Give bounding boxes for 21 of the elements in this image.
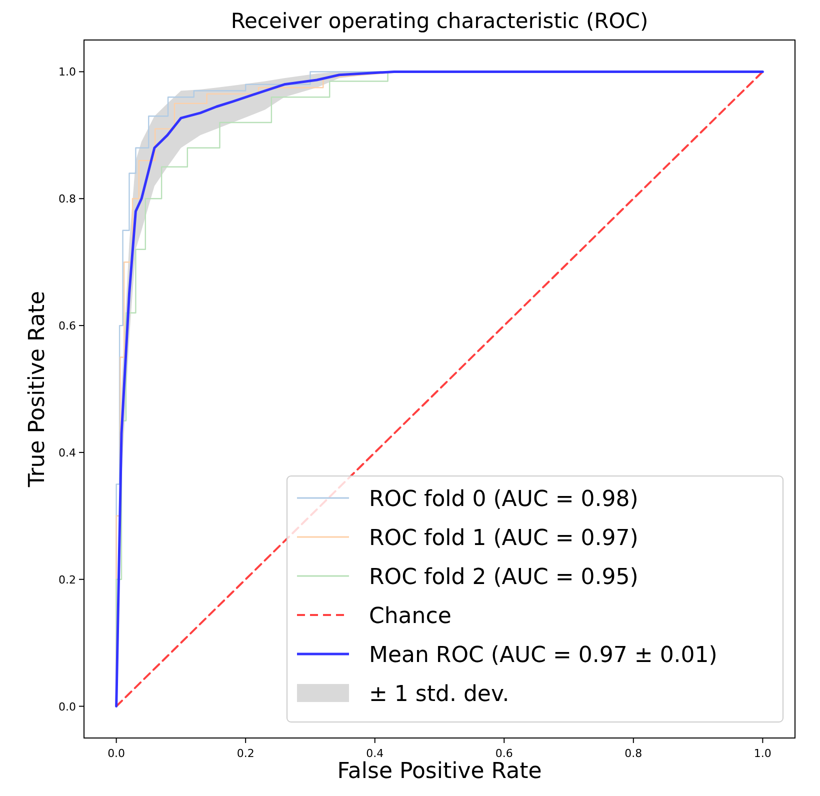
y-tick-label: 1.0 [58, 66, 76, 79]
y-axis-title: True Positive Rate [25, 291, 50, 488]
x-tick-label: 0.8 [624, 747, 642, 760]
y-tick-label: 0.0 [58, 700, 76, 714]
chart-title: Receiver operating characteristic (ROC) [230, 9, 648, 33]
legend-label: ROC fold 1 (AUC = 0.97) [369, 526, 638, 551]
x-tick-label: 0.0 [108, 747, 126, 760]
legend-label: ROC fold 0 (AUC = 0.98) [369, 487, 638, 512]
x-tick-label: 0.6 [495, 747, 513, 760]
legend-label: ROC fold 2 (AUC = 0.95) [369, 565, 638, 590]
x-axis-title: False Positive Rate [337, 759, 542, 784]
annotation: ± 1 std. dev. [369, 682, 510, 707]
legend-label: Chance [369, 604, 452, 629]
x-tick-label: 0.2 [236, 747, 254, 760]
x-tick-label: 1.0 [754, 747, 772, 760]
y-tick-label: 0.8 [58, 192, 76, 206]
y-tick-label: 0.4 [58, 446, 76, 460]
x-tick-label: 0.4 [366, 747, 384, 760]
legend-label: Mean ROC (AUC = 0.97 ± 0.01) [369, 643, 718, 668]
y-tick-label: 0.2 [58, 573, 76, 586]
y-tick-label: 0.6 [58, 320, 76, 333]
